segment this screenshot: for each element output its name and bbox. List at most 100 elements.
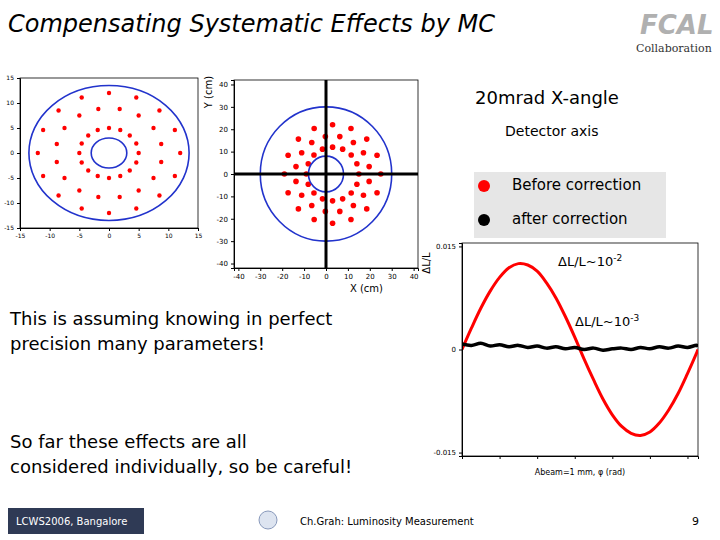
point — [55, 160, 59, 164]
tick-mark — [687, 456, 688, 459]
y-axis: -40-30-20-10010203040 — [217, 81, 235, 269]
chart: -15-10-5051015-15-10-5051015 — [4, 74, 202, 239]
point — [77, 113, 81, 117]
point — [128, 133, 132, 137]
tick-mark — [326, 268, 327, 271]
tick-mark — [17, 178, 20, 179]
point — [309, 203, 315, 209]
tick-mark — [139, 228, 140, 231]
tick-mark — [231, 196, 234, 197]
point — [134, 95, 138, 99]
point — [330, 144, 336, 150]
tick: -10 — [45, 228, 55, 239]
tick-label: 15 — [6, 74, 14, 81]
footer-center: Ch.Grah: Luminosity Measurement — [300, 516, 474, 527]
point — [299, 192, 305, 198]
point — [348, 217, 354, 223]
plot-area — [462, 263, 698, 435]
tick-mark — [79, 228, 80, 231]
point — [311, 217, 317, 223]
tick-label: 30 — [219, 104, 228, 112]
tick-mark — [414, 268, 415, 271]
point — [136, 151, 140, 155]
tick-mark — [537, 456, 538, 459]
tick: -0.015 — [433, 449, 462, 457]
tick-mark — [17, 153, 20, 154]
tick-label: -5 — [8, 174, 14, 181]
point — [157, 193, 161, 197]
tick-mark — [459, 453, 462, 454]
footer-box — [8, 508, 144, 534]
tick-mark — [459, 350, 462, 351]
tick-mark — [198, 228, 199, 231]
plot-area — [234, 80, 418, 268]
tick: 30 — [388, 268, 397, 281]
point — [36, 151, 40, 155]
point — [337, 134, 343, 140]
tick: 5 — [10, 124, 20, 131]
note: considered individually, so be careful! — [10, 456, 352, 477]
point — [320, 146, 326, 152]
tick — [575, 456, 576, 459]
point — [178, 151, 182, 155]
tick-label: 5 — [137, 232, 141, 239]
tick-label: 10 — [344, 273, 353, 281]
point — [361, 192, 367, 198]
point — [96, 195, 100, 199]
tick — [500, 456, 501, 459]
legend-entry: Before correction — [512, 176, 641, 194]
axis-line — [235, 269, 419, 272]
tick: 20 — [219, 126, 234, 134]
point — [285, 190, 291, 196]
tick-mark — [109, 228, 110, 231]
point — [107, 91, 111, 95]
tick-label: 40 — [219, 81, 228, 89]
x-axis-title: X (cm) — [350, 283, 383, 294]
plot-frame — [20, 78, 198, 228]
point — [118, 174, 122, 178]
axis-line — [17, 79, 21, 229]
point — [374, 190, 380, 196]
point — [340, 196, 346, 202]
tick-mark — [231, 264, 234, 265]
point — [62, 176, 66, 180]
tick: -5 — [77, 228, 83, 239]
tick-mark — [575, 456, 576, 459]
tick-label: 0 — [452, 346, 456, 354]
tick-mark — [612, 456, 613, 459]
point — [293, 164, 299, 170]
point — [340, 146, 346, 152]
point — [77, 188, 81, 192]
point — [80, 206, 84, 210]
logo-text: Collaboration — [636, 42, 712, 55]
tick-label: -5 — [77, 232, 83, 239]
tick-label: -0.015 — [433, 449, 456, 457]
point — [117, 107, 121, 111]
y-axis-title: Y (cm) — [203, 76, 214, 109]
annotation-text: ΔL/L~10 — [558, 254, 613, 269]
point — [41, 128, 45, 132]
tick-label: -10 — [4, 199, 14, 206]
point — [107, 176, 111, 180]
tick-mark — [500, 456, 501, 459]
tick-mark — [231, 219, 234, 220]
tick-mark — [304, 268, 305, 271]
y-axis-title: ΔL/L — [421, 252, 432, 274]
tick: 40 — [410, 268, 419, 281]
point — [364, 136, 370, 142]
tick-mark — [168, 228, 169, 231]
tick-mark — [231, 174, 234, 175]
footer-logo — [259, 511, 277, 529]
line — [462, 263, 698, 435]
point — [348, 126, 354, 132]
tick-label: 20 — [366, 273, 375, 281]
tick: 0 — [452, 346, 462, 354]
point — [285, 152, 291, 158]
point — [348, 152, 354, 158]
tick: 10 — [219, 148, 234, 156]
point — [330, 122, 336, 128]
tick-label: 0 — [108, 232, 112, 239]
point — [80, 95, 84, 99]
tick-mark — [17, 103, 20, 104]
tick: 10 — [165, 228, 173, 239]
